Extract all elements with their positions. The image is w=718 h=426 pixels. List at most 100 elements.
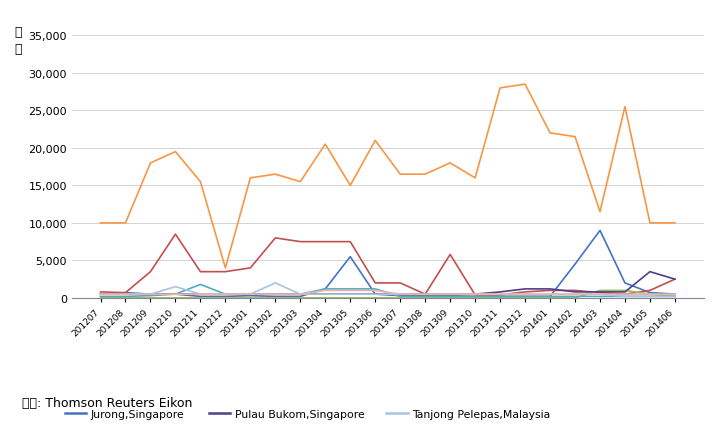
Legend: Jurong,Singapore, Karimun,Indonesia, Linggi Hub,Malaysia, Pulau Bukom,Singapore,: Jurong,Singapore, Karimun,Indonesia, Lin…: [65, 409, 551, 426]
Pulau Bukom,Singapore: [546, 287, 554, 292]
Tanjong Pelepas,Malaysia: [246, 292, 255, 297]
Tanjung Bin,Singapore: [396, 292, 404, 297]
Tanjong Pelepas,Malaysia: [296, 292, 304, 297]
Pulau Merlimau,Singapore: [171, 292, 180, 297]
Singapore,Singapore: [620, 105, 629, 110]
Line: Pulau Bukom,Singapore: Pulau Bukom,Singapore: [101, 272, 675, 294]
Linggi Hub,Malaysia: [446, 296, 454, 301]
Tanjong Pelepas,Malaysia: [571, 292, 579, 297]
Line: Tanjong Pelepas,Malaysia: Tanjong Pelepas,Malaysia: [101, 283, 675, 296]
Jurong,Singapore: [396, 294, 404, 299]
Singapore,Singapore: [271, 172, 279, 177]
Jurong,Singapore: [645, 291, 654, 296]
Singapore,Singapore: [546, 131, 554, 136]
Tanjong Pelepas,Malaysia: [496, 292, 505, 297]
Line: Pulau Merlimau,Singapore: Pulau Merlimau,Singapore: [101, 285, 675, 296]
Singapore,Singapore: [96, 221, 105, 226]
Tanjung Bin,Singapore: [620, 292, 629, 297]
Pulau Merlimau,Singapore: [221, 292, 230, 297]
Line: Linggi Hub,Malaysia: Linggi Hub,Malaysia: [101, 291, 675, 298]
Jurong,Singapore: [296, 294, 304, 299]
Pulau Bukom,Singapore: [620, 290, 629, 295]
Karimun,Indonesia: [421, 292, 429, 297]
Linggi Hub,Malaysia: [246, 296, 255, 301]
Tanjong Pelepas,Malaysia: [671, 294, 679, 299]
Linggi Hub,Malaysia: [620, 288, 629, 293]
Tanjong Pelepas,Malaysia: [221, 292, 230, 297]
Karimun,Indonesia: [396, 281, 404, 286]
Tanjung Bin,Singapore: [296, 292, 304, 297]
Tanjung Bin,Singapore: [571, 292, 579, 297]
Pulau Bukom,Singapore: [346, 292, 355, 297]
Pulau Bukom,Singapore: [246, 292, 255, 297]
Jurong,Singapore: [171, 292, 180, 297]
Karimun,Indonesia: [671, 277, 679, 282]
Pulau Bukom,Singapore: [645, 270, 654, 275]
Jurong,Singapore: [371, 292, 380, 297]
Tanjung Bin,Singapore: [546, 292, 554, 297]
Singapore,Singapore: [196, 180, 205, 185]
Jurong,Singapore: [521, 294, 529, 299]
Linggi Hub,Malaysia: [571, 296, 579, 301]
Pulau Bukom,Singapore: [446, 292, 454, 297]
Pulau Merlimau,Singapore: [296, 292, 304, 297]
Linggi Hub,Malaysia: [546, 296, 554, 301]
Karimun,Indonesia: [271, 236, 279, 241]
Pulau Merlimau,Singapore: [496, 294, 505, 299]
Linggi Hub,Malaysia: [671, 294, 679, 299]
Jurong,Singapore: [346, 254, 355, 259]
Pulau Merlimau,Singapore: [671, 294, 679, 299]
Pulau Bukom,Singapore: [321, 292, 330, 297]
Karimun,Indonesia: [496, 293, 505, 298]
Singapore,Singapore: [421, 172, 429, 177]
Tanjung Bin,Singapore: [96, 292, 105, 297]
Tanjung Bin,Singapore: [371, 288, 380, 293]
Singapore,Singapore: [296, 180, 304, 185]
Singapore,Singapore: [446, 161, 454, 166]
Singapore,Singapore: [346, 183, 355, 188]
Jurong,Singapore: [596, 228, 605, 233]
Pulau Merlimau,Singapore: [346, 287, 355, 292]
Pulau Bukom,Singapore: [121, 292, 130, 297]
Pulau Merlimau,Singapore: [571, 294, 579, 299]
Pulau Bukom,Singapore: [96, 292, 105, 297]
Singapore,Singapore: [671, 221, 679, 226]
Tanjung Bin,Singapore: [271, 292, 279, 297]
Pulau Merlimau,Singapore: [121, 294, 130, 299]
Karimun,Indonesia: [146, 270, 155, 275]
Tanjung Bin,Singapore: [171, 292, 180, 297]
Tanjong Pelepas,Malaysia: [471, 292, 480, 297]
Jurong,Singapore: [571, 262, 579, 267]
Karimun,Indonesia: [171, 232, 180, 237]
Singapore,Singapore: [121, 221, 130, 226]
Karimun,Indonesia: [471, 293, 480, 298]
Pulau Merlimau,Singapore: [620, 294, 629, 299]
Tanjong Pelepas,Malaysia: [96, 292, 105, 297]
Jurong,Singapore: [221, 294, 230, 299]
Karimun,Indonesia: [546, 288, 554, 293]
Tanjung Bin,Singapore: [421, 292, 429, 297]
Jurong,Singapore: [196, 294, 205, 299]
Singapore,Singapore: [321, 142, 330, 147]
Line: Jurong,Singapore: Jurong,Singapore: [101, 231, 675, 296]
Pulau Merlimau,Singapore: [96, 294, 105, 299]
Tanjong Pelepas,Malaysia: [171, 285, 180, 290]
Singapore,Singapore: [596, 210, 605, 215]
Pulau Merlimau,Singapore: [471, 294, 480, 299]
Linggi Hub,Malaysia: [271, 296, 279, 301]
Tanjong Pelepas,Malaysia: [546, 292, 554, 297]
Tanjung Bin,Singapore: [221, 292, 230, 297]
Linggi Hub,Malaysia: [171, 296, 180, 301]
Pulau Bukom,Singapore: [396, 292, 404, 297]
Jurong,Singapore: [246, 294, 255, 299]
Line: Tanjung Bin,Singapore: Tanjung Bin,Singapore: [101, 291, 675, 294]
Karimun,Indonesia: [121, 291, 130, 296]
Singapore,Singapore: [371, 138, 380, 144]
Jurong,Singapore: [496, 294, 505, 299]
Line: Karimun,Indonesia: Karimun,Indonesia: [101, 235, 675, 295]
Karimun,Indonesia: [596, 291, 605, 296]
Karimun,Indonesia: [321, 239, 330, 245]
Pulau Bukom,Singapore: [471, 292, 480, 297]
Jurong,Singapore: [271, 294, 279, 299]
Pulau Merlimau,Singapore: [596, 294, 605, 299]
